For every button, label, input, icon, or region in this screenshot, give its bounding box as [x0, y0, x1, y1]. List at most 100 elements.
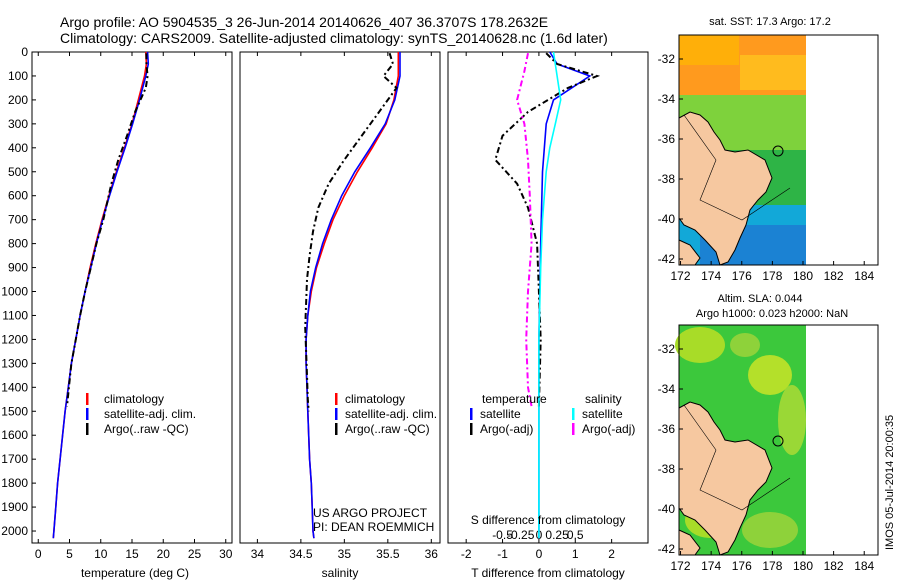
- sst-nodata: [806, 35, 878, 265]
- figure-title-line1: Argo profile: AO 5904535_3 26-Jun-2014 2…: [60, 14, 548, 30]
- north-island-land: [678, 111, 773, 266]
- map-x-tick-label: 184: [854, 269, 874, 283]
- map-x-tick-label: 180: [793, 559, 813, 573]
- legend-label-climatology: climatology: [104, 392, 164, 406]
- sla-map-xticks: 172 174 176 178 180 182 184: [671, 551, 875, 573]
- legend-label-argo: Argo(..raw -QC): [345, 422, 430, 436]
- x-tick-label: 35: [338, 547, 352, 561]
- map-x-tick-label: 184: [854, 559, 874, 573]
- map-x-tick-label: 180: [793, 269, 813, 283]
- series-line-argo-raw-qc-: [66, 53, 149, 407]
- x-tick-label: 30: [219, 547, 233, 561]
- figure-title-line2: Climatology: CARS2009. Satellite-adjuste…: [60, 30, 608, 46]
- top-tick-label: 0.25: [545, 528, 569, 542]
- legend-label-temp-argo: Argo(-adj): [480, 422, 533, 436]
- temperature-xlabel: temperature (deg C): [81, 566, 189, 580]
- x-tick-label: 35.5: [376, 547, 400, 561]
- map-y-tick-label: -40: [658, 212, 676, 226]
- x-tick-label: 0: [536, 547, 543, 561]
- map-x-tick-label: 176: [732, 269, 752, 283]
- sla-map-frame: [678, 324, 879, 556]
- sla-high-blob: [675, 327, 725, 363]
- imos-watermark: IMOS 05-Jul-2014 20:00:35: [884, 415, 896, 550]
- legend-title-salinity: salinity: [585, 392, 622, 406]
- y-tick-label: 2000: [1, 524, 28, 538]
- top-tick-label: -0.5: [492, 528, 513, 542]
- legend-label-argo: Argo(..raw -QC): [104, 422, 189, 436]
- sla-map-title-line2: Argo h1000: 0.023 h2000: NaN: [696, 308, 848, 320]
- x-tick-label: 25: [188, 547, 202, 561]
- y-tick-label: 1400: [1, 380, 28, 394]
- difference-xticks: -2 -1 0 1 2: [461, 52, 615, 561]
- x-tick-label: 20: [157, 547, 171, 561]
- x-tick-label: 10: [94, 547, 108, 561]
- legend-label-sal-argo: Argo(-adj): [582, 422, 635, 436]
- sla-high-blob: [730, 333, 760, 357]
- legend-label-temp-satellite: satellite: [480, 407, 521, 421]
- legend-label-satellite: satellite-adj. clim.: [104, 407, 196, 421]
- x-tick-label: -2: [461, 547, 472, 561]
- y-tick-label: 400: [8, 141, 28, 155]
- map-x-tick-label: 176: [732, 559, 752, 573]
- y-tick-label: 900: [8, 261, 28, 275]
- series-line-salinity-satellite: [538, 51, 562, 539]
- argo-float-marker: [772, 145, 784, 157]
- top-tick-label: -0.25: [507, 528, 535, 542]
- sla-high-blob: [742, 512, 798, 548]
- temperature-series: [52, 51, 150, 539]
- x-tick-label: 34.5: [289, 547, 313, 561]
- depth-yticks: 0 100 200 300 400 500 600 700 800 900 1000 1100 1200…: [1, 45, 36, 538]
- map-y-tick-label: -42: [658, 542, 676, 556]
- salinity-series: [304, 52, 401, 539]
- y-tick-label: 1000: [1, 285, 28, 299]
- y-tick-label: 500: [8, 165, 28, 179]
- salinity-diff-ticks: -0.5-0.25 0 0.250.5: [492, 528, 584, 542]
- sst-map-yticks: -32 -34 -36 -38 -40 -42: [658, 52, 683, 266]
- map-y-tick-label: -36: [658, 132, 676, 146]
- series-line-satellite-adj-clim-: [305, 52, 401, 539]
- series-line-temperature-satellite: [538, 51, 592, 539]
- salinity-legend: climatology satellite-adj. clim. Argo(..…: [335, 392, 437, 436]
- map-y-tick-label: -40: [658, 502, 676, 516]
- difference-legend: temperature satellite Argo(-adj) salinit…: [470, 392, 635, 436]
- sla-map-title-line1: Altim. SLA: 0.044: [718, 293, 803, 305]
- map-x-tick-label: 182: [824, 269, 844, 283]
- sla-map: Altim. SLA: 0.044 Argo h1000: 0.023 h200…: [658, 293, 879, 573]
- temperature-xticks: 0 5 10 15 20 25 30: [35, 52, 233, 561]
- legend-swatch-sal-satellite: [572, 408, 575, 420]
- legend-swatch-argo: [335, 423, 338, 435]
- legend-swatch-climatology: [86, 393, 89, 405]
- y-tick-label: 1600: [1, 428, 28, 442]
- y-tick-label: 300: [8, 117, 28, 131]
- pi-label: PI: DEAN ROEMMICH: [313, 520, 434, 534]
- depth-contour: [683, 404, 791, 511]
- series-line-temperature-argo-adj-: [494, 52, 601, 407]
- salinity-panel: 34 34.5 35 35.5 36 salinity climatology sate…: [239, 51, 441, 580]
- y-tick-label: 1800: [1, 476, 28, 490]
- y-tick-label: 800: [8, 237, 28, 251]
- legend-swatch-satellite: [335, 408, 338, 420]
- difference-xlabel: T difference from climatology: [471, 566, 625, 580]
- difference-xlabel-top: S difference from climatology: [471, 513, 626, 527]
- north-island-land: [678, 401, 773, 556]
- map-y-tick-label: -32: [658, 342, 676, 356]
- project-label: US ARGO PROJECT: [313, 506, 428, 520]
- legend-swatch-climatology: [335, 393, 338, 405]
- y-tick-label: 1200: [1, 332, 28, 346]
- difference-panel: -2 -1 0 1 2 -0.5-0.25 0 0.250.5 T difference f…: [447, 51, 649, 580]
- sla-nodata: [806, 325, 878, 555]
- x-tick-label: 15: [125, 547, 139, 561]
- map-y-tick-label: -32: [658, 52, 676, 66]
- y-tick-label: 200: [8, 93, 28, 107]
- y-tick-label: 1500: [1, 404, 28, 418]
- salinity-xticks: 34 34.5 35 35.5 36: [251, 52, 438, 561]
- sla-map-yticks: -32 -34 -36 -38 -40 -42: [658, 342, 683, 556]
- legend-swatch-sal-argo: [572, 423, 575, 435]
- x-tick-label: 0: [35, 547, 42, 561]
- map-x-tick-label: 174: [701, 559, 721, 573]
- sla-high-blob: [748, 355, 792, 395]
- y-tick-label: 100: [8, 69, 28, 83]
- y-tick-label: 700: [8, 213, 28, 227]
- temperature-panel: 0 5 10 15 20 25 30 0 100 200 300 400 500 600 700 800 90…: [1, 45, 232, 580]
- salinity-xlabel: salinity: [322, 566, 359, 580]
